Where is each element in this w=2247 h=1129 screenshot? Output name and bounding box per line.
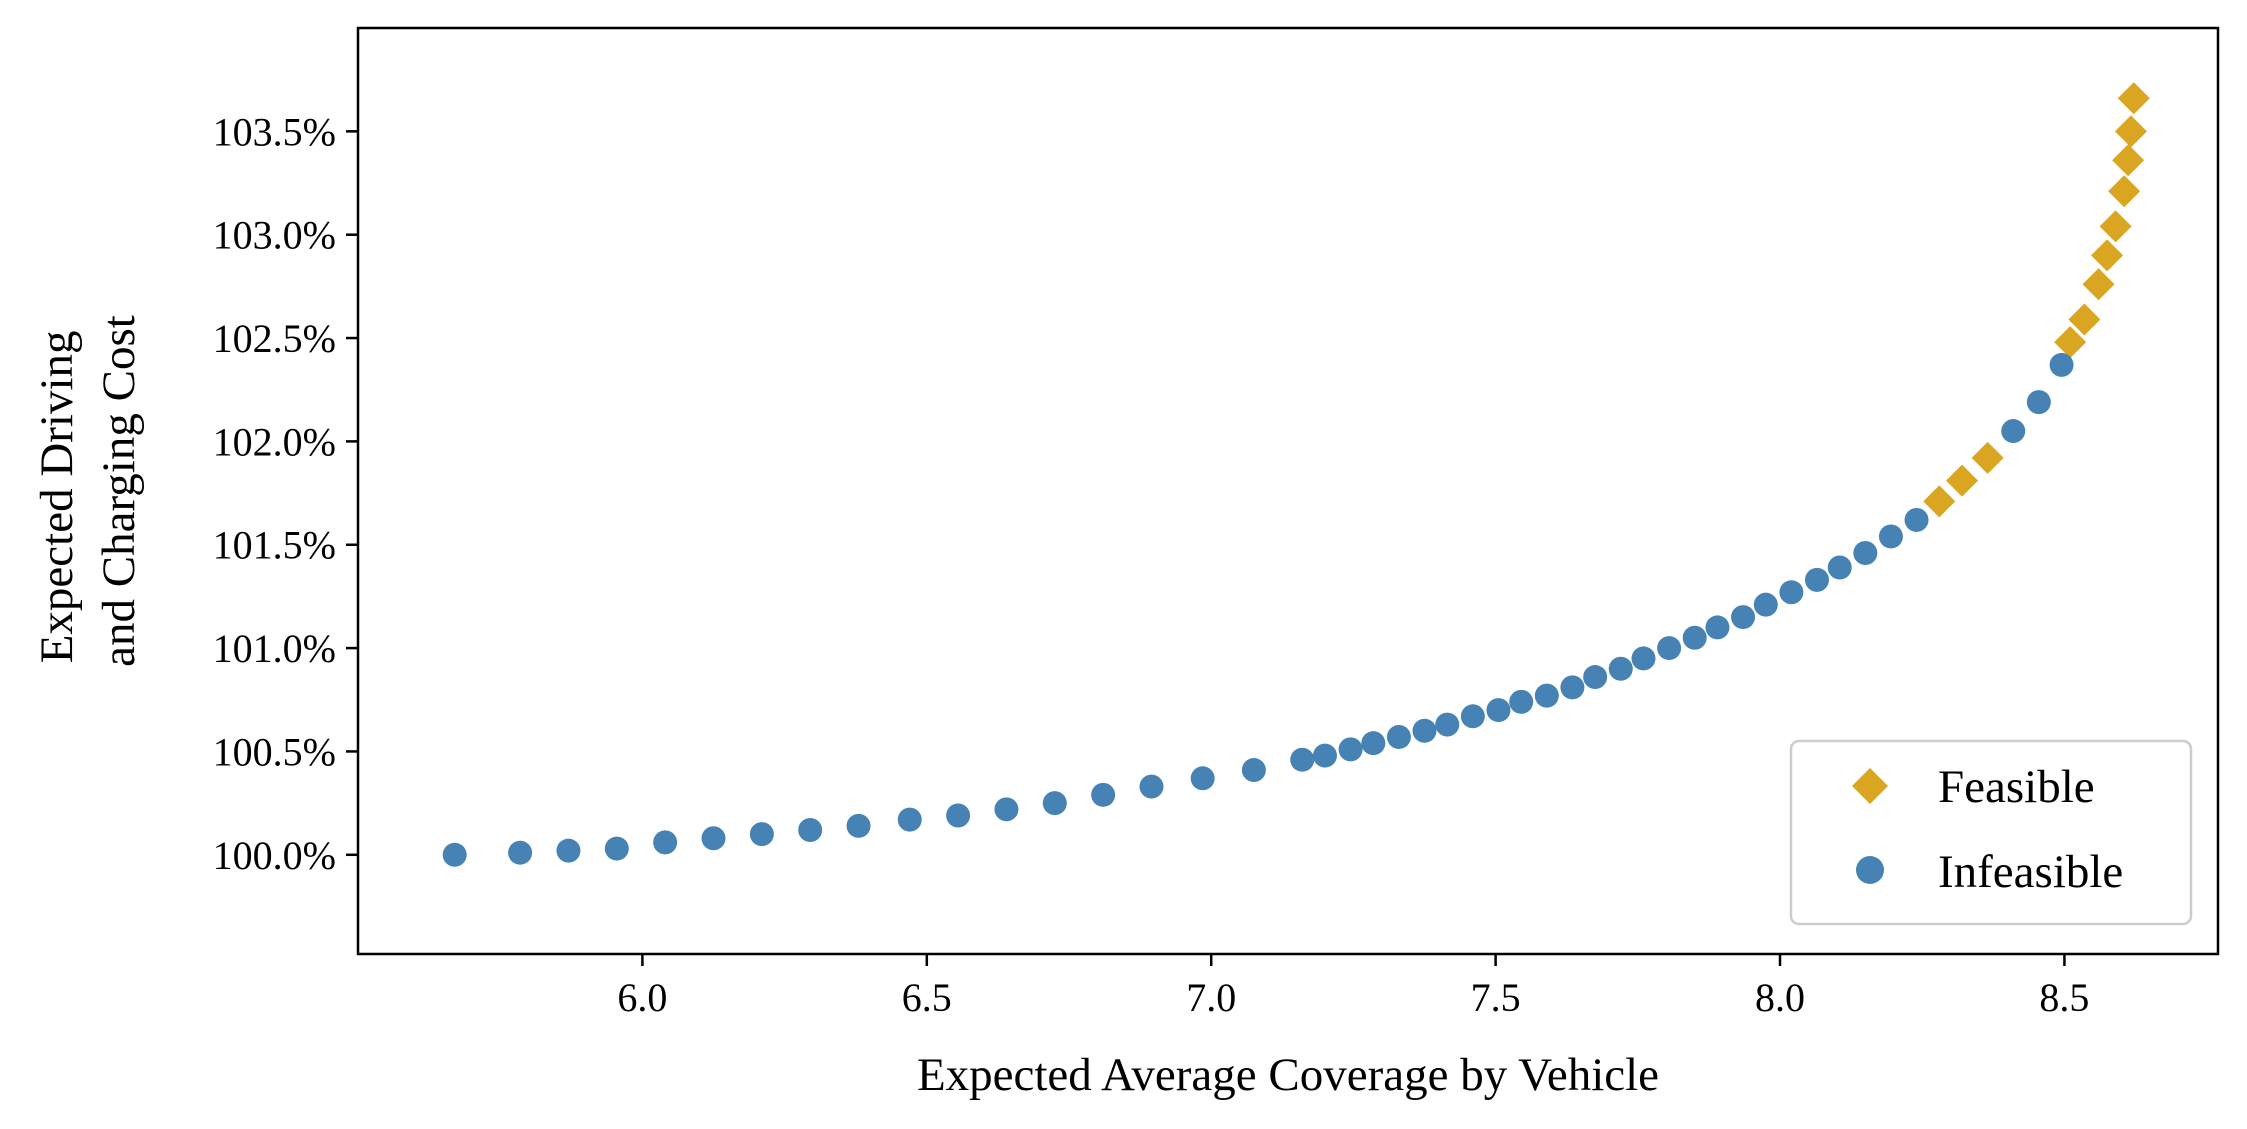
infeasible-point	[749, 822, 774, 847]
feasible-point	[2068, 303, 2101, 336]
infeasible-point	[946, 803, 971, 828]
infeasible-point	[1460, 704, 1485, 729]
plot-area	[356, 26, 2220, 956]
legend-infeasible-marker	[1856, 856, 1884, 884]
feasible-point	[2114, 115, 2147, 148]
plot-marks	[442, 82, 2150, 867]
infeasible-point	[1753, 592, 1778, 617]
legend-infeasible-label: Infeasible	[1938, 846, 2123, 898]
infeasible-point	[1042, 791, 1067, 816]
infeasible-point	[1560, 675, 1585, 700]
infeasible-point	[1435, 712, 1460, 737]
infeasible-point	[1827, 555, 1852, 580]
legend-box	[1789, 739, 2193, 926]
feasible-point	[2099, 210, 2132, 243]
infeasible-point	[1682, 625, 1707, 650]
infeasible-point	[508, 840, 533, 865]
feasible-point	[2054, 326, 2087, 359]
y-tick-label: 100.0%	[213, 833, 336, 878]
y-tick-label: 102.5%	[213, 316, 336, 361]
infeasible-point	[846, 813, 871, 838]
feasible-point	[2091, 239, 2124, 272]
y-axis-label: Expected Driving and Charging Cost	[31, 315, 145, 667]
x-tick-label: 7.5	[1471, 975, 1521, 1020]
infeasible-point	[653, 830, 678, 855]
infeasible-point	[604, 836, 629, 861]
y-axis-label-line-1: Expected Driving	[31, 330, 83, 663]
y-tick-label: 102.0%	[213, 419, 336, 464]
y-axis-label-line-2: and Charging Cost	[93, 315, 145, 667]
infeasible-point	[1091, 782, 1116, 807]
infeasible-point	[1338, 737, 1363, 762]
infeasible-point	[1731, 605, 1756, 630]
infeasible-point	[1361, 731, 1386, 756]
x-tick-label: 8.5	[2039, 975, 2089, 1020]
x-axis: 6.0 6.5 7.0 7.5 8.0 8.5	[617, 954, 2089, 1020]
y-tick-label: 101.5%	[213, 523, 336, 568]
feasible-point	[1971, 441, 2004, 474]
legend: Feasible Infeasible	[1789, 739, 2193, 926]
infeasible-point	[701, 826, 726, 851]
y-tick-label: 103.0%	[213, 213, 336, 258]
infeasible-point	[1631, 646, 1656, 671]
infeasible-point	[1804, 567, 1829, 592]
feasible-point	[2112, 144, 2145, 177]
infeasible-point	[442, 842, 467, 867]
infeasible-point	[1241, 758, 1266, 783]
infeasible-point	[556, 838, 581, 863]
infeasible-point	[1139, 774, 1164, 799]
y-tick-label: 100.5%	[213, 729, 336, 774]
infeasible-point	[2026, 390, 2051, 415]
infeasible-point	[1386, 724, 1411, 749]
infeasible-point	[1312, 743, 1337, 768]
y-tick-label: 103.5%	[213, 109, 336, 154]
infeasible-point	[2049, 352, 2074, 377]
legend-feasible-marker	[1852, 768, 1888, 804]
feasible-point	[1946, 464, 1979, 497]
infeasible-point	[1608, 656, 1633, 681]
x-tick-label: 8.0	[1755, 975, 1805, 1020]
y-tick-label: 101.0%	[213, 626, 336, 671]
infeasible-point	[798, 817, 823, 842]
x-tick-label: 6.0	[617, 975, 667, 1020]
infeasible-point	[1657, 636, 1682, 661]
infeasible-point	[1412, 718, 1437, 743]
infeasible-point	[1878, 524, 1903, 549]
infeasible-point	[1583, 665, 1608, 690]
feasible-point	[2108, 175, 2141, 208]
infeasible-point	[1290, 747, 1315, 772]
legend-feasible-label: Feasible	[1938, 761, 2095, 813]
infeasible-point	[994, 797, 1019, 822]
y-axis: 100.0% 100.5% 101.0% 101.5% 102.0% 102.5% 103.…	[213, 109, 358, 878]
infeasible-point	[1904, 507, 1929, 532]
infeasible-point	[1853, 541, 1878, 566]
infeasible-point	[1534, 683, 1559, 708]
x-tick-label: 6.5	[902, 975, 952, 1020]
infeasible-point	[1705, 615, 1730, 640]
feasible-point	[2117, 82, 2150, 115]
x-axis-label: Expected Average Coverage by Vehicle	[917, 1049, 1659, 1101]
infeasible-point	[2001, 419, 2026, 444]
x-tick-label: 7.0	[1186, 975, 1236, 1020]
infeasible-point	[1509, 689, 1534, 714]
infeasible-point	[1779, 580, 1804, 605]
feasible-point	[1923, 485, 1956, 518]
infeasible-point	[897, 807, 922, 832]
infeasible-point	[1486, 698, 1511, 723]
infeasible-point	[1190, 766, 1215, 791]
feasible-point	[2082, 268, 2115, 301]
